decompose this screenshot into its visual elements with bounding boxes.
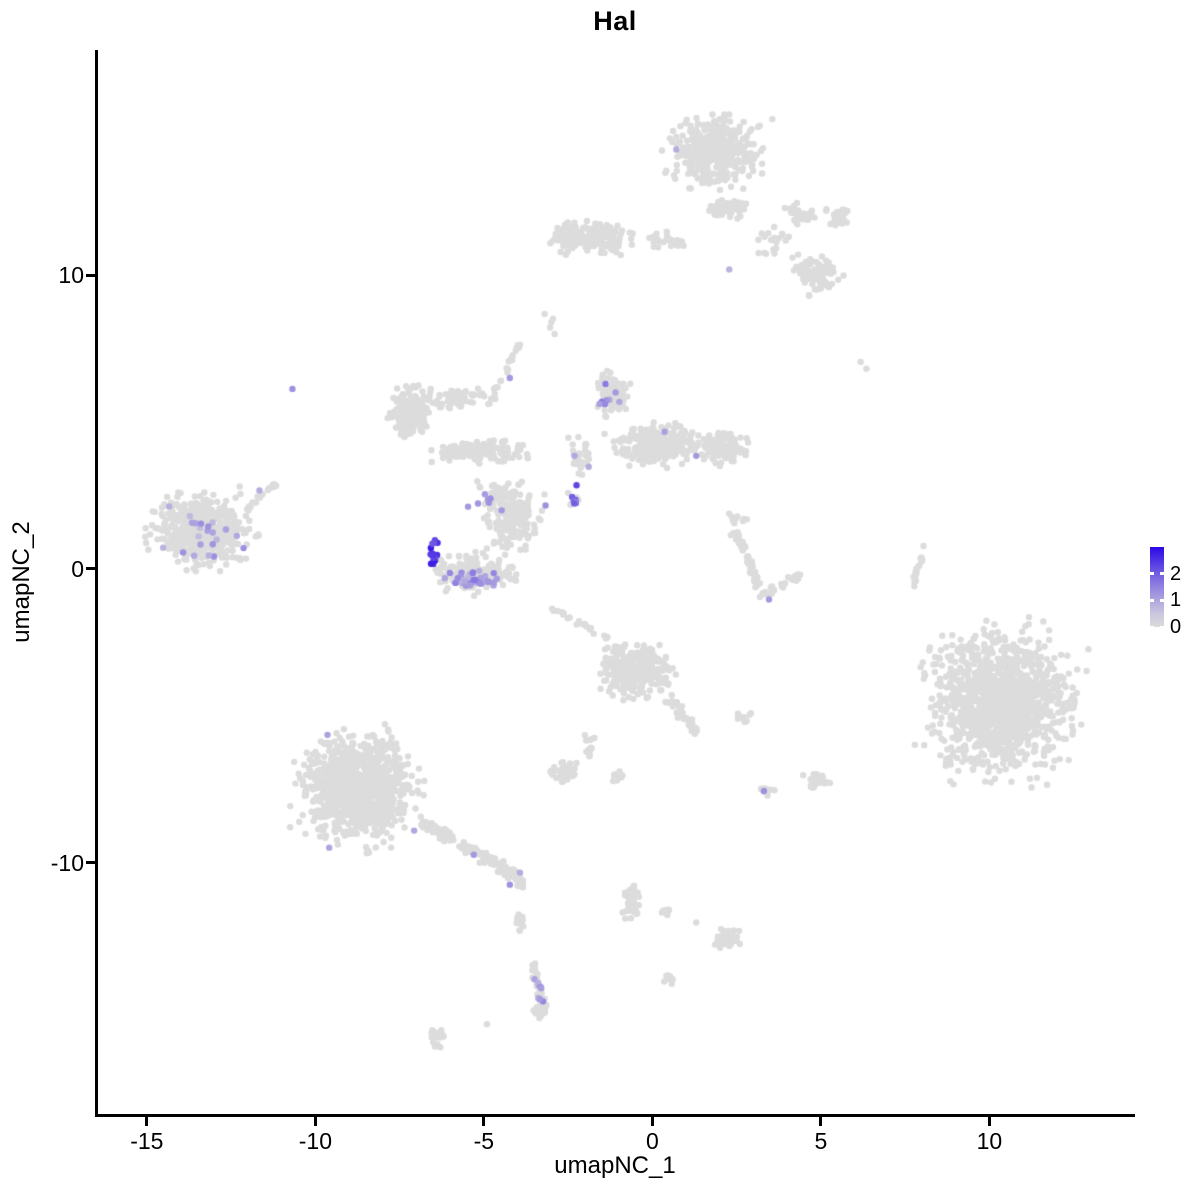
legend-tick-notch: [1150, 572, 1154, 576]
x-tick: [482, 1117, 486, 1126]
legend-tick-notch: [1150, 625, 1154, 629]
y-axis-title: umapNC_2: [8, 521, 35, 643]
legend-tick-notch: [1150, 598, 1154, 602]
umap-scatter-canvas: [98, 50, 1135, 1114]
x-tick-label: 5: [814, 1128, 828, 1154]
plot-title: Hal: [593, 6, 637, 36]
x-tick-label: -5: [473, 1128, 495, 1154]
x-tick: [819, 1117, 823, 1126]
legend-tick-notch: [1160, 625, 1164, 629]
x-tick-label: -10: [298, 1128, 332, 1154]
legend-tick-notch: [1160, 598, 1164, 602]
legend-tick-label: 2: [1170, 562, 1182, 585]
y-tick: [86, 273, 95, 277]
plot-panel: [95, 50, 1135, 1117]
y-tick: [86, 861, 95, 865]
x-tick-label: 10: [976, 1128, 1003, 1154]
x-tick: [145, 1117, 149, 1126]
legend-tick-label: 1: [1170, 589, 1182, 612]
y-tick-label: -10: [50, 849, 84, 876]
x-tick: [650, 1117, 654, 1126]
x-axis-title: umapNC_1: [554, 1152, 676, 1179]
legend-tick-notch: [1160, 572, 1164, 576]
x-tick-label: -15: [130, 1128, 164, 1154]
x-tick: [313, 1117, 317, 1126]
x-tick-label: 0: [645, 1128, 659, 1154]
y-tick-label: 10: [58, 262, 84, 289]
legend-tick-label: 0: [1170, 616, 1182, 638]
y-tick: [86, 567, 95, 571]
y-tick-label: 0: [71, 555, 84, 582]
x-tick: [987, 1117, 991, 1126]
legend-gradient-bar: [1150, 547, 1164, 627]
